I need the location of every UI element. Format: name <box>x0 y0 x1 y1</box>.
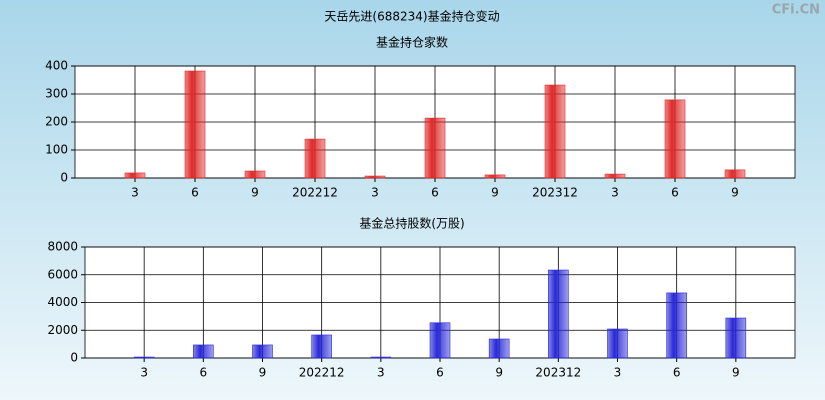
x-tick-label: 6 <box>191 186 199 200</box>
bar <box>124 172 146 179</box>
bar <box>548 269 569 359</box>
bar <box>364 175 386 179</box>
bar <box>252 344 273 359</box>
x-tick-label: 9 <box>491 186 499 200</box>
chart-title: 基金持仓家数 <box>376 35 448 50</box>
x-tick-label: 202212 <box>299 366 345 380</box>
bar <box>664 99 686 179</box>
x-tick-label: 3 <box>140 366 148 380</box>
x-tick-label: 3 <box>371 186 379 200</box>
x-tick-label: 202212 <box>292 186 338 200</box>
bar <box>184 70 206 179</box>
bar <box>666 292 687 359</box>
x-tick-label: 9 <box>259 366 267 380</box>
x-tick-label: 202312 <box>532 186 578 200</box>
x-tick-label: 3 <box>131 186 139 200</box>
bar <box>544 84 566 179</box>
x-tick-label: 6 <box>671 186 679 200</box>
x-tick-label: 3 <box>377 366 385 380</box>
x-tick-label: 9 <box>251 186 259 200</box>
chart-title: 基金总持股数(万股) <box>359 216 464 231</box>
y-tick-label: 0 <box>60 171 68 185</box>
watermark: CFi.CN <box>772 3 820 18</box>
bar <box>604 173 626 179</box>
x-tick-label: 3 <box>614 366 622 380</box>
bar <box>429 322 451 359</box>
bar <box>484 174 506 179</box>
y-tick-label: 200 <box>45 115 68 129</box>
bar <box>311 334 332 359</box>
bar <box>725 317 747 359</box>
x-tick-label: 6 <box>431 186 439 200</box>
y-tick-label: 8000 <box>47 240 78 254</box>
y-tick-label: 300 <box>45 87 68 101</box>
x-tick-label: 6 <box>200 366 208 380</box>
y-tick-label: 2000 <box>47 323 78 337</box>
y-tick-label: 100 <box>45 143 68 157</box>
bar <box>488 338 510 359</box>
y-tick-label: 6000 <box>47 267 78 281</box>
x-tick-label: 6 <box>673 366 681 380</box>
bar <box>424 117 446 179</box>
x-tick-label: 9 <box>495 366 503 380</box>
bar <box>133 356 155 359</box>
y-tick-label: 0 <box>70 351 78 365</box>
page-title: 天岳先进(688234)基金持仓变动 <box>324 9 499 24</box>
x-tick-label: 6 <box>436 366 444 380</box>
y-tick-label: 400 <box>45 59 68 73</box>
x-tick-label: 3 <box>611 186 619 200</box>
y-tick-label: 4000 <box>47 295 78 309</box>
bar <box>724 169 746 179</box>
x-tick-label: 9 <box>731 186 739 200</box>
bar <box>370 356 392 359</box>
bar <box>304 138 326 179</box>
bar <box>244 170 266 179</box>
x-tick-label: 202312 <box>535 366 581 380</box>
bar <box>607 328 628 359</box>
bar <box>193 344 214 359</box>
x-tick-label: 9 <box>732 366 740 380</box>
